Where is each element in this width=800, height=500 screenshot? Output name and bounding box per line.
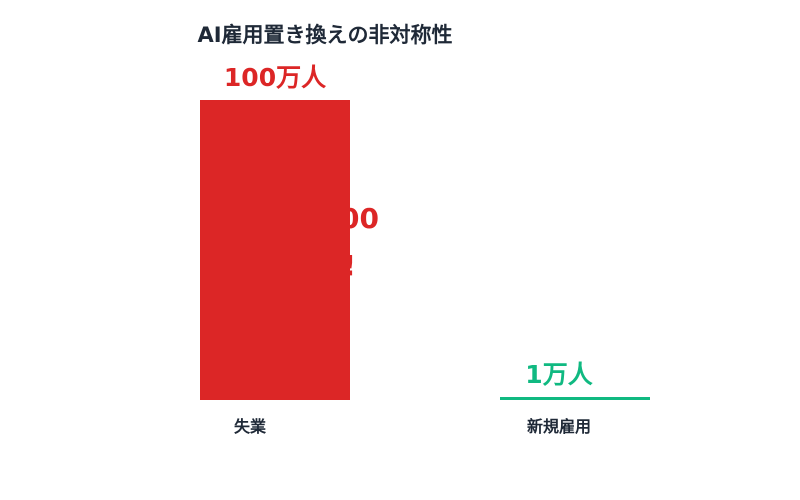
- category-label-1: 新規雇用: [527, 417, 591, 436]
- value-label-1: 1万人: [525, 360, 592, 389]
- bar-1: [500, 397, 650, 400]
- chart-title: AI雇用置き換えの非対称性: [197, 23, 452, 47]
- category-label-0: 失業: [234, 417, 267, 436]
- bar-0: [200, 100, 350, 400]
- value-label-0: 100万人: [224, 63, 326, 92]
